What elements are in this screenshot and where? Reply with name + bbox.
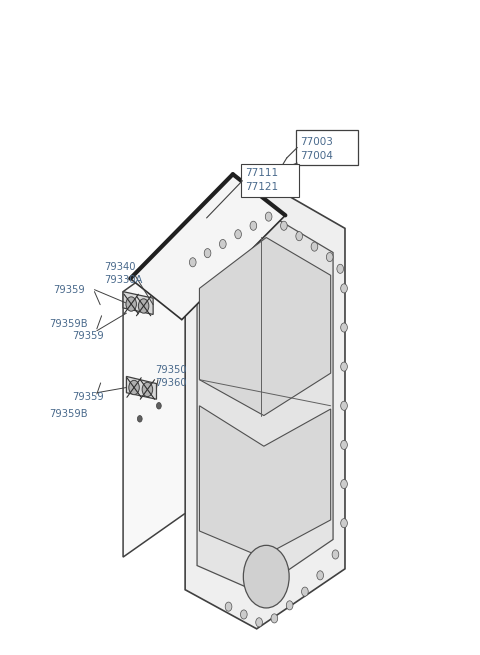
Circle shape (341, 479, 348, 489)
Circle shape (243, 546, 289, 608)
Circle shape (341, 362, 348, 371)
Circle shape (326, 252, 333, 261)
Circle shape (256, 618, 263, 627)
Circle shape (311, 242, 318, 251)
Text: 79330A: 79330A (104, 275, 143, 285)
Polygon shape (123, 291, 153, 314)
Circle shape (235, 230, 241, 239)
Text: 79350: 79350 (155, 365, 187, 375)
Text: 79359: 79359 (72, 392, 104, 402)
Polygon shape (130, 174, 285, 320)
Circle shape (138, 299, 149, 313)
Circle shape (281, 221, 287, 231)
Circle shape (301, 587, 308, 596)
Circle shape (240, 610, 247, 619)
Text: 79359B: 79359B (49, 318, 88, 329)
Circle shape (341, 284, 348, 293)
Text: 77111: 77111 (245, 168, 278, 178)
Circle shape (156, 403, 161, 409)
Circle shape (142, 383, 153, 397)
Circle shape (265, 212, 272, 221)
Circle shape (337, 264, 344, 273)
Circle shape (225, 602, 232, 611)
Text: 79359: 79359 (72, 331, 104, 341)
Text: 79360: 79360 (155, 378, 187, 388)
Circle shape (126, 297, 136, 311)
FancyBboxPatch shape (296, 130, 359, 165)
Circle shape (341, 440, 348, 449)
Polygon shape (126, 377, 156, 400)
Circle shape (137, 415, 142, 422)
Text: 79340: 79340 (104, 263, 135, 272)
Text: 79359: 79359 (53, 285, 84, 295)
Polygon shape (199, 405, 331, 557)
Polygon shape (197, 214, 333, 591)
Circle shape (219, 240, 226, 249)
Circle shape (271, 614, 278, 623)
Circle shape (129, 381, 139, 395)
Polygon shape (185, 187, 345, 629)
Circle shape (341, 402, 348, 410)
FancyBboxPatch shape (241, 164, 299, 197)
Polygon shape (199, 238, 331, 415)
Circle shape (190, 257, 196, 267)
Text: 79359B: 79359B (49, 409, 88, 419)
Circle shape (341, 323, 348, 332)
Circle shape (332, 550, 339, 559)
Text: 77004: 77004 (300, 151, 333, 161)
Circle shape (250, 221, 257, 231)
Polygon shape (123, 248, 185, 557)
Circle shape (286, 601, 293, 610)
Text: 77003: 77003 (300, 138, 333, 147)
Circle shape (204, 249, 211, 257)
Circle shape (296, 232, 302, 241)
Text: 77121: 77121 (245, 181, 278, 192)
Circle shape (317, 571, 324, 580)
Circle shape (341, 519, 348, 528)
